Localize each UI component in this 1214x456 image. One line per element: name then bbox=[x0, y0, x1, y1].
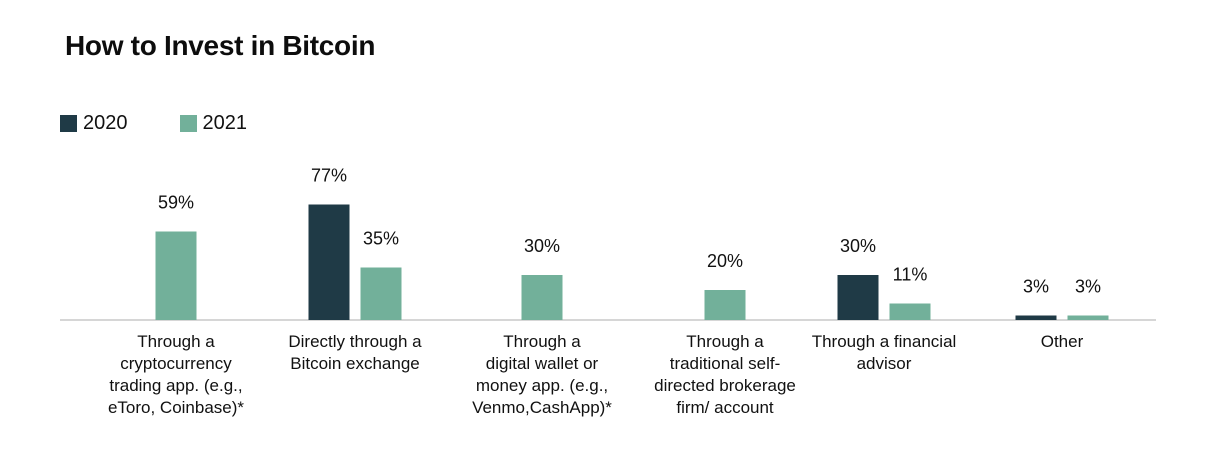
bar-2020-5 bbox=[1015, 315, 1057, 320]
data-label-2021-3: 20% bbox=[707, 251, 743, 271]
legend-label-2020: 2020 bbox=[83, 112, 128, 134]
category-label-0: Through a cryptocurrency trading app. (e… bbox=[107, 332, 245, 417]
legend-swatch-2021 bbox=[179, 115, 197, 132]
chart-title: How to Invest in Bitcoin bbox=[65, 30, 376, 61]
bar-2021-2 bbox=[521, 275, 563, 320]
data-label-2021-1: 35% bbox=[363, 229, 399, 249]
category-label-5: Other bbox=[1040, 332, 1084, 351]
data-label-2020-5: 3% bbox=[1023, 277, 1049, 297]
category-label-4: Through a financial advisor bbox=[811, 332, 957, 373]
bar-2021-1 bbox=[360, 267, 402, 320]
data-label-2020-1: 77% bbox=[311, 166, 347, 186]
legend-item-2020: 2020 bbox=[60, 112, 128, 135]
category-label-3: Through a traditional self- directed bro… bbox=[654, 332, 796, 417]
category-label-2: Through a digital wallet or money app. (… bbox=[472, 332, 612, 417]
data-label-2021-2: 30% bbox=[524, 236, 560, 256]
legend-swatch-2020 bbox=[60, 115, 77, 132]
category-label-1: Directly through a Bitcoin exchange bbox=[288, 332, 422, 373]
data-label-2021-4: 11% bbox=[893, 265, 928, 285]
legend-label-2021: 2021 bbox=[202, 112, 248, 134]
bar-2021-3 bbox=[704, 290, 746, 320]
data-label-2020-4: 30% bbox=[840, 236, 876, 256]
data-label-2021-0: 59% bbox=[158, 193, 194, 213]
bar-2021-4 bbox=[889, 303, 931, 320]
legend-item-2021: 2021 bbox=[179, 112, 248, 135]
bar-2021-5 bbox=[1067, 315, 1109, 320]
legend: 2020 2021 bbox=[60, 112, 299, 135]
bar-2021-0 bbox=[155, 231, 197, 320]
bar-2020-4 bbox=[837, 275, 879, 320]
bar-2020-1 bbox=[308, 204, 350, 320]
data-label-2021-5: 3% bbox=[1075, 277, 1101, 297]
